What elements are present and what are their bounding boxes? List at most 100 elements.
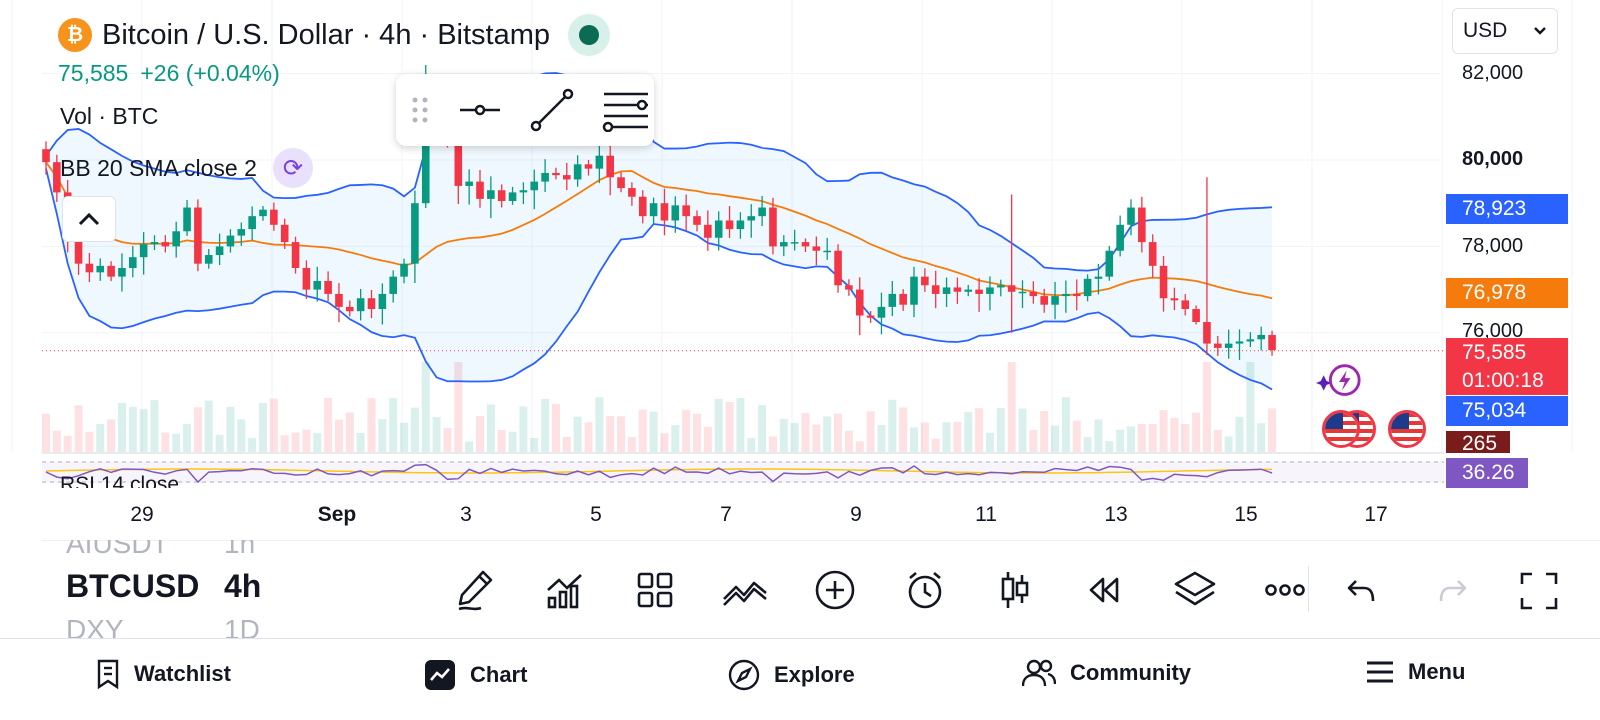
bb-basis-value: 76,978 [1462, 281, 1527, 304]
volume-bar [693, 413, 701, 452]
volume-bar [269, 398, 278, 452]
symbol-interval: 4h [224, 568, 262, 604]
replay-icon[interactable] [1060, 562, 1150, 618]
nav-menu[interactable]: Menu [1366, 659, 1465, 685]
alert-icon[interactable] [880, 562, 970, 618]
chart-icon [424, 659, 456, 691]
fullscreen-icon [1520, 572, 1558, 610]
compare-icon[interactable] [700, 562, 790, 618]
symbol-name: AIUSDT [66, 540, 169, 559]
price-chart[interactable] [0, 0, 1600, 540]
drag-handle-icon[interactable] [410, 95, 430, 125]
candle [226, 229, 235, 253]
undo-button[interactable] [1336, 568, 1386, 614]
price-change: +26 (+0.04%) [140, 60, 280, 86]
volume-bar [671, 425, 680, 452]
rsi-legend[interactable]: RSI 14 close [60, 473, 180, 488]
candle [389, 270, 397, 303]
volume-bar [573, 416, 582, 452]
fullscreen-button[interactable] [1514, 566, 1564, 616]
candle [693, 210, 701, 232]
redo-button[interactable] [1428, 568, 1478, 614]
last-price: 75,585 [58, 60, 129, 86]
symbol-name: BTCUSD [66, 568, 200, 604]
volume-legend[interactable]: Vol · BTC [60, 103, 159, 129]
price-axis-label: 82,000 [1462, 62, 1524, 84]
refresh-icon[interactable]: ⟳ [272, 148, 313, 188]
symbol-option[interactable]: DXY 1D [66, 614, 296, 640]
candle [280, 218, 289, 249]
candle [617, 172, 625, 193]
volume-bar [758, 405, 767, 452]
candle [1181, 294, 1190, 316]
volume-bar [248, 438, 257, 452]
nav-community[interactable]: Community [1022, 659, 1191, 687]
volume-bar [302, 429, 311, 452]
volume-bar [476, 416, 484, 452]
volume-bar [1105, 441, 1114, 452]
candle [834, 244, 842, 293]
candle [1083, 274, 1092, 302]
us-flag-icon[interactable] [1388, 410, 1426, 448]
currency-select[interactable]: USD [1452, 8, 1558, 54]
volume-bar [367, 398, 376, 452]
candle [964, 284, 973, 297]
nav-explore[interactable]: Explore [728, 659, 855, 691]
candle [552, 167, 560, 180]
candle [1246, 332, 1255, 348]
us-flag-icon[interactable] [1322, 410, 1360, 448]
candle [725, 206, 734, 238]
volume-bar [1268, 408, 1277, 452]
symbol-option-selected[interactable]: BTCUSD 4h [66, 568, 296, 605]
symbol-name: DXY [66, 614, 124, 640]
bb-upper-line [45, 72, 1273, 272]
volume-bar [193, 407, 202, 452]
candle [183, 199, 191, 236]
layers-icon[interactable] [1150, 562, 1240, 618]
volume-bar [128, 406, 137, 452]
candle [204, 248, 213, 269]
bar-style-icon[interactable] [970, 562, 1060, 618]
more-icon[interactable] [1240, 562, 1330, 618]
volume-bar [183, 423, 192, 452]
candle [638, 190, 647, 224]
symbol-legend[interactable]: ₿ Bitcoin / U.S. Dollar · 4h · Bitstamp [58, 14, 611, 56]
pencil-icon[interactable] [430, 562, 520, 618]
volume-bar [1116, 429, 1125, 452]
fib-retracement-icon[interactable] [602, 88, 650, 132]
nav-watchlist[interactable]: Watchlist [96, 659, 231, 689]
candle [259, 206, 267, 221]
candle [931, 270, 940, 309]
nav-label: Chart [470, 662, 528, 687]
volume-bar [334, 419, 343, 452]
candle [1268, 330, 1276, 356]
collapse-legend-button[interactable] [62, 196, 116, 242]
candle [801, 238, 810, 253]
candle [270, 202, 278, 231]
volume-bar [606, 416, 615, 452]
symbol-interval: 1h [224, 540, 256, 559]
symbol-picker[interactable]: AIUSDT 1h BTCUSD 4h DXY 1D [66, 540, 316, 640]
candle [1257, 326, 1265, 351]
bb-legend[interactable]: BB 20 SMA close 2 ⟳ [60, 148, 313, 188]
candle [1105, 245, 1114, 281]
bitcoin-icon: ₿ [58, 18, 92, 52]
volume-bar [117, 402, 126, 452]
candle [682, 194, 690, 231]
symbol-option[interactable]: AIUSDT 1h [66, 540, 296, 560]
add-icon[interactable] [790, 562, 880, 618]
rsi-tag: 36.26 [1446, 458, 1528, 488]
symbol-title[interactable]: Bitcoin / U.S. Dollar · 4h · Bitstamp [102, 18, 551, 51]
candle [1018, 280, 1027, 309]
nav-chart[interactable]: Chart [424, 659, 527, 691]
market-status-icon[interactable] [568, 14, 611, 56]
horizontal-line-icon[interactable] [458, 100, 502, 120]
ai-insight-icon[interactable] [1316, 362, 1362, 402]
templates-icon[interactable] [610, 562, 700, 618]
trend-line-icon[interactable] [530, 88, 574, 132]
candle [910, 266, 918, 318]
candle [1062, 280, 1070, 313]
indicators-icon[interactable] [520, 562, 610, 618]
volume-bar [259, 402, 267, 452]
candle [129, 245, 137, 278]
